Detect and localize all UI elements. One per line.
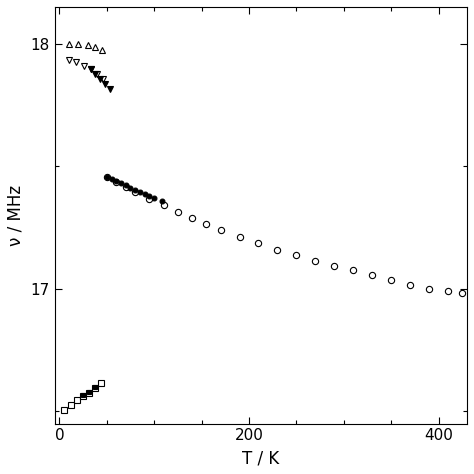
- X-axis label: T / K: T / K: [242, 449, 280, 467]
- Y-axis label: ν / MHz: ν / MHz: [7, 185, 25, 246]
